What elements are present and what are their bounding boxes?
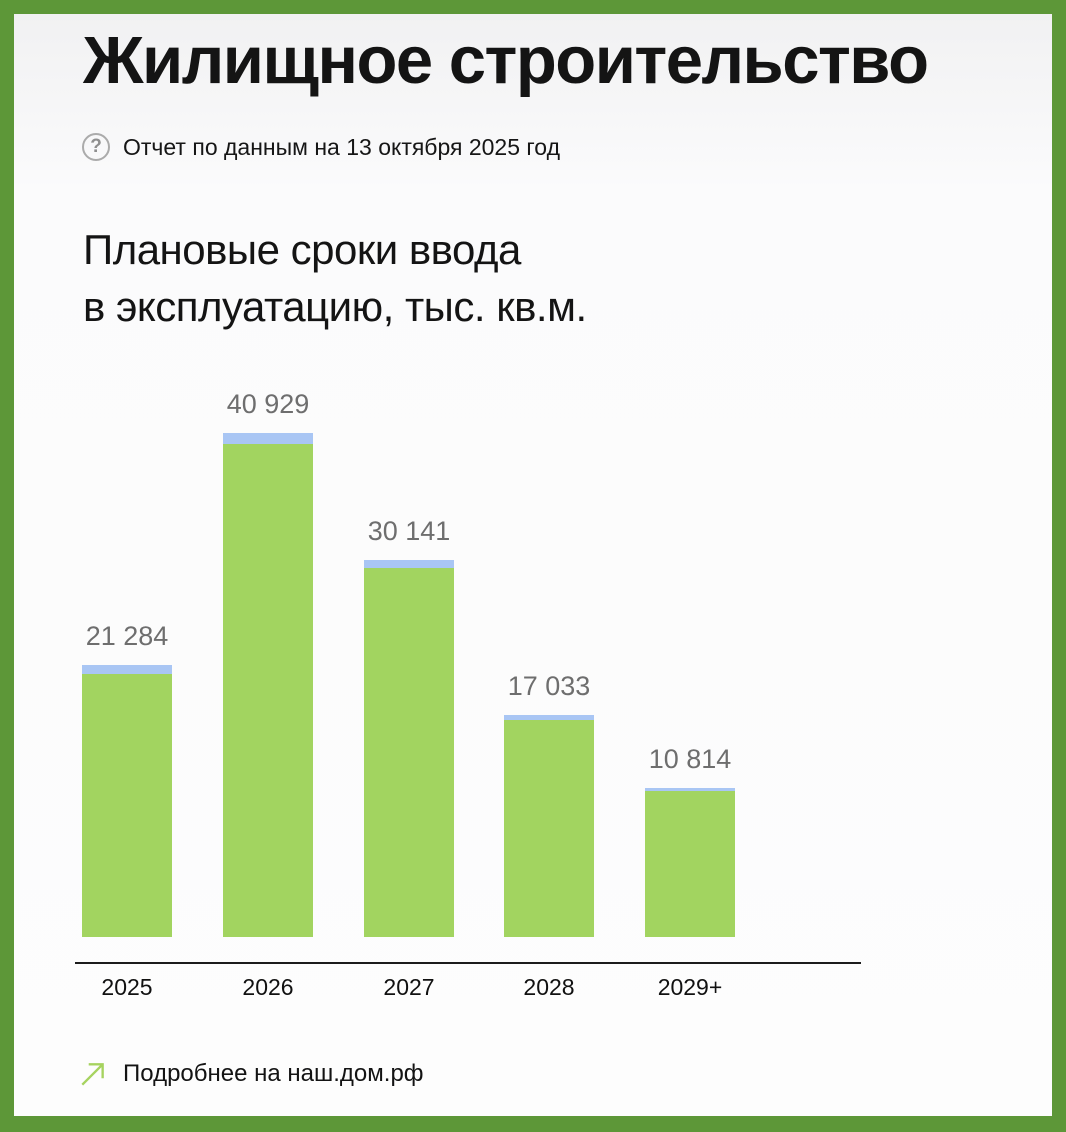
x-axis-label-2027: 2027 — [383, 974, 435, 1000]
chart-title-line-1: Плановые сроки ввода — [83, 226, 521, 273]
footer-link-text: Подробнее на наш.дом.рф — [123, 1060, 424, 1087]
x-axis-label-2026: 2026 — [242, 974, 294, 1000]
bar-2025 — [82, 665, 172, 937]
bar-2026 — [223, 433, 313, 937]
bar-cap-2028 — [504, 715, 594, 720]
value-label-2027: 30 141 — [367, 516, 451, 546]
x-axis-label-2029+: 2029+ — [657, 974, 723, 1000]
report-card: Жилищное строительство ? Отчет по данным… — [14, 14, 1052, 1116]
x-axis-line — [75, 962, 861, 964]
value-label-2029+: 10 814 — [648, 744, 732, 774]
bar-2028 — [504, 715, 594, 937]
bar-2027 — [364, 560, 454, 937]
bar-2029+ — [645, 788, 735, 937]
chart-title-line-2: в эксплуатацию, тыс. кв.м. — [83, 283, 587, 330]
page-title: Жилищное строительство — [83, 23, 929, 98]
value-label-2025: 21 284 — [85, 621, 169, 651]
value-label-2028: 17 033 — [507, 671, 591, 701]
value-label-2026: 40 929 — [226, 389, 310, 419]
question-circle-icon[interactable]: ? — [82, 133, 110, 161]
bar-cap-2026 — [223, 433, 313, 444]
chart-title: Плановые сроки ввода в эксплуатацию, тыс… — [83, 221, 587, 335]
report-info-row: ? Отчет по данным на 13 октября 2025 год — [82, 133, 560, 161]
bar-cap-2025 — [82, 665, 172, 674]
x-axis-label-2028: 2028 — [523, 974, 575, 1000]
bar-chart-plot: 21 284 2025 40 929 2026 30 141 2027 17 033 2028… — [14, 14, 1052, 1116]
x-axis-label-2025: 2025 — [101, 974, 153, 1000]
footer-link[interactable]: Подробнее на наш.дом.рф — [78, 1059, 424, 1089]
report-date-text: Отчет по данным на 13 октября 2025 год — [123, 133, 560, 160]
bar-cap-2027 — [364, 560, 454, 568]
external-link-arrow-icon — [81, 1063, 104, 1086]
bar-cap-2029+ — [645, 788, 735, 791]
